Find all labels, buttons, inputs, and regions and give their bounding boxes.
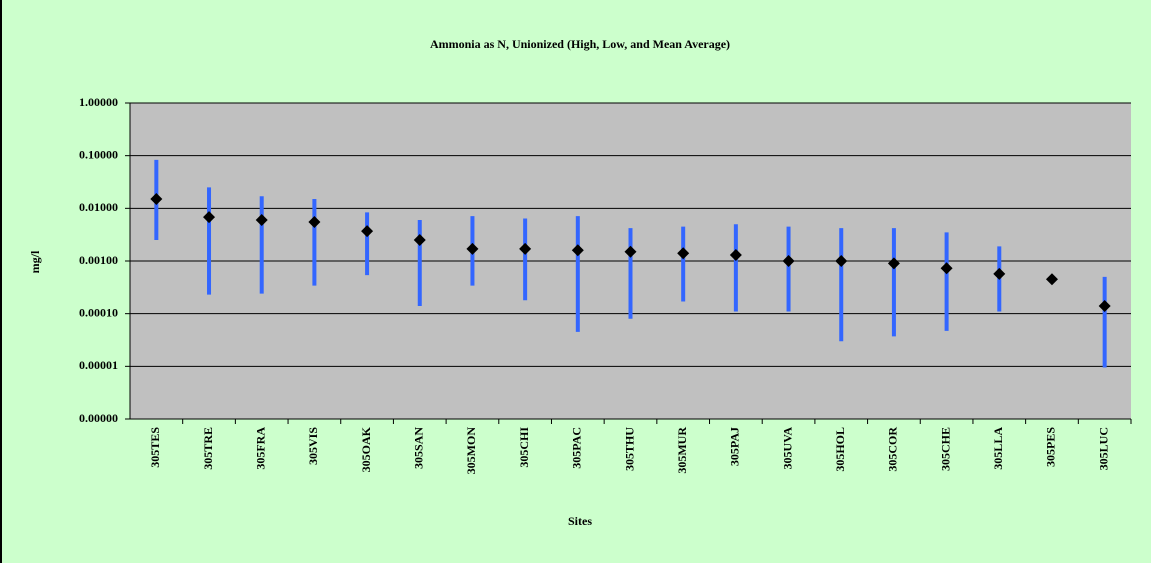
mean-marker [519, 242, 532, 255]
mean-marker [308, 216, 321, 229]
mean-marker [150, 193, 163, 206]
x-tick-label: 305OAK [359, 426, 373, 472]
mean-marker [729, 248, 742, 261]
y-tick-label: 0.01000 [79, 200, 118, 214]
x-tick-label: 305FRA [253, 427, 267, 470]
mean-marker [571, 244, 584, 257]
x-tick-label: 305PES [1044, 427, 1058, 467]
mean-marker [255, 214, 268, 227]
x-tick-label: 305SAN [412, 427, 426, 469]
x-tick-label: 305PAJ [728, 427, 742, 466]
y-tick-label: 0.00000 [79, 411, 118, 425]
y-tick-label: 0.00100 [79, 253, 118, 267]
mean-marker [677, 247, 690, 260]
chart-title: Ammonia as N, Unionized (High, Low, and … [430, 37, 730, 51]
mean-marker [1098, 299, 1111, 312]
x-tick-label: 305MUR [675, 427, 689, 474]
x-tick-label: 305COR [886, 427, 900, 472]
mean-marker [466, 242, 479, 255]
x-tick-label: 305THU [622, 427, 636, 471]
mean-marker [413, 234, 426, 247]
mean-marker [835, 255, 848, 267]
mean-marker [624, 245, 637, 258]
x-tick-label: 305PAC [570, 427, 584, 469]
x-tick-label: 305HOL [833, 427, 847, 472]
x-tick-label: 305LLA [991, 427, 1005, 470]
y-tick-label: 0.00001 [79, 358, 118, 372]
x-axis-label: Sites [568, 514, 592, 528]
y-tick-label: 0.00010 [79, 305, 118, 319]
mean-marker [1045, 273, 1058, 286]
x-tick-label: 305MON [464, 427, 478, 475]
x-tick-label: 305CHE [938, 427, 952, 471]
mean-marker [887, 257, 900, 270]
mean-marker [361, 225, 374, 238]
x-tick-label: 305VIS [306, 427, 320, 465]
mean-marker [203, 211, 216, 224]
y-axis-label: mg/l [28, 250, 42, 273]
x-tick-label: 305LUC [1096, 427, 1110, 470]
x-tick-label: 305UVA [780, 427, 794, 470]
mean-marker [782, 255, 795, 267]
mean-marker [993, 267, 1006, 280]
x-tick-label: 305TRE [201, 427, 215, 470]
y-tick-label: 0.10000 [79, 147, 118, 161]
mean-marker [940, 262, 953, 275]
x-tick-label: 305TES [148, 427, 162, 468]
x-tick-label: 305CHI [517, 427, 531, 468]
y-tick-label: 1.00000 [79, 95, 118, 109]
